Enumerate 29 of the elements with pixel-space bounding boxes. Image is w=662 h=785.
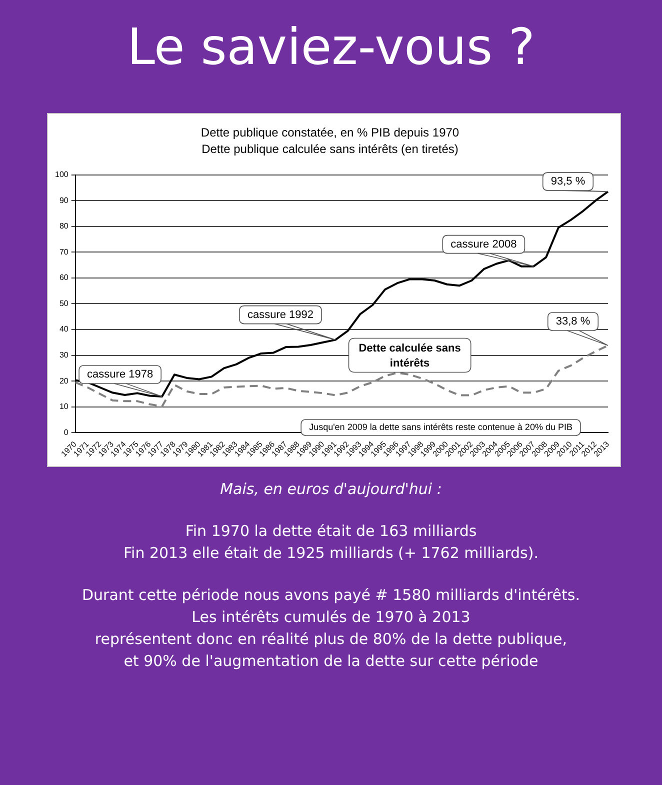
chart-subtitle: Dette publique calculée sans intérêts (en tiretés) <box>202 142 458 156</box>
y-tick-label: 90 <box>59 196 69 205</box>
text: Fin 2013 elle était de 1925 milliards (+ 1762 milliards). <box>122 543 540 564</box>
y-tick-label: 100 <box>54 170 69 180</box>
y-tick-label: 30 <box>59 350 69 360</box>
text: Les intérêts cumulés de 1970 à 2013 <box>190 607 472 628</box>
series-label: Dette calculée sans intérêts <box>358 342 461 370</box>
y-tick-label: 60 <box>59 273 69 282</box>
text: représentent donc en réalité plus de 80% de la dette publique, <box>94 629 568 650</box>
y-tick-label: 40 <box>59 324 69 334</box>
chart-title: Dette publique constatée, en % PIB depuis 1970 <box>200 126 460 140</box>
line-series <box>74 344 609 408</box>
annotation: cassure 1992 <box>247 308 314 321</box>
text: Fin 1970 la dette était de 163 milliards <box>184 521 478 542</box>
text: Le saviez-vous ? <box>126 17 536 78</box>
text: et 90% de l'augmentation de la dette sur cette période <box>122 651 540 672</box>
y-tick-label: 10 <box>59 402 69 412</box>
annotation: cassure 1978 <box>87 368 154 381</box>
annotation: cassure 2008 <box>450 238 517 250</box>
annotation: 93,5 % <box>550 176 586 188</box>
y-tick-label: 50 <box>59 298 69 308</box>
y-tick-label: 20 <box>59 376 69 386</box>
y-tick-label: 0 <box>64 428 69 437</box>
y-tick-label: 80 <box>59 222 69 231</box>
annotation: 33,8 % <box>556 316 590 328</box>
y-tick-label: 70 <box>59 247 69 256</box>
text: Mais, en euros d'aujourd'hui : <box>219 479 443 500</box>
text: Durant cette période nous avons payé # 1580 milliards d'intérêts. <box>80 585 581 606</box>
annotation: Jusqu'en 2009 la dette sans intérêts reste contenue à 20% du PIB <box>309 422 572 432</box>
